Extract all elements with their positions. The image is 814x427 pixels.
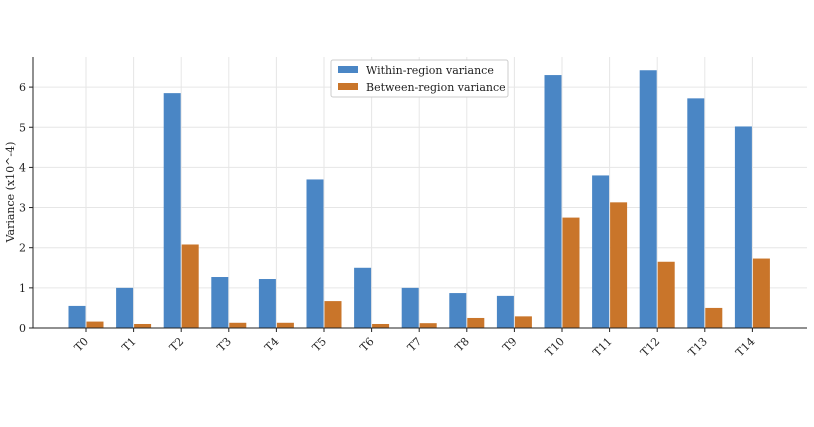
x-tick-label: T9 [500,335,519,354]
bar-between-region [467,317,485,328]
legend-swatch-within [338,66,358,73]
x-tick-label: T2 [167,335,186,354]
legend-label-within: Within-region variance [366,64,494,77]
bar-within-region [306,179,324,328]
legend-box [330,59,509,98]
x-tick-label: T5 [310,335,329,354]
bar-between-region [372,323,390,328]
y-tick-label: 5 [19,121,26,134]
y-ticks: 0 1 2 3 4 5 6 [19,81,33,335]
bar-within-region [592,175,610,328]
bar-within-region [163,93,181,328]
y-tick-label: 3 [19,202,26,215]
y-tick-label: 2 [19,242,26,255]
bar-between-region [514,316,532,328]
legend-label-between: Between-region variance [366,81,506,94]
y-tick-label: 0 [19,322,26,335]
bar-between-region [610,202,628,328]
bar-between-region [181,244,199,328]
legend-swatch-between [338,83,358,90]
x-tick-label: T4 [262,335,281,354]
y-axis-label: Variance (x10^-4) [4,142,17,244]
bar-between-region [562,217,580,328]
x-tick-label: T7 [405,335,424,354]
x-tick-label: T6 [357,335,376,354]
x-ticks: T0 T1 T2 T3 T4 T5 T6 T7 T8 T9 T10 T11 T12 T13 T14 [72,328,758,359]
bar-within-region [68,305,86,328]
x-tick-label: T3 [215,335,234,354]
x-tick-label: T8 [453,335,472,354]
bar-between-region [229,322,247,328]
bar-between-region [705,307,723,328]
x-tick-label: T11 [590,335,614,359]
bar-within-region [258,279,276,328]
bar-between-region [276,322,294,328]
y-tick-label: 4 [19,161,26,174]
bar-within-region [211,277,229,328]
bar-within-region [496,295,514,328]
bar-between-region [324,301,342,328]
bar-within-region [354,267,372,328]
grid-lines [33,57,807,329]
bar-within-region [734,126,752,328]
x-tick-label: T12 [638,335,662,359]
bar-within-region [639,70,657,328]
bar-between-region [134,323,152,328]
bar-between-region [419,323,437,328]
axes [32,57,807,329]
y-tick-label: 1 [19,282,26,295]
x-tick-label: T0 [72,335,91,354]
legend: Within-region variance Between-region va… [330,59,509,98]
x-tick-label: T10 [543,335,567,359]
bars [68,70,770,328]
x-tick-label: T13 [686,335,710,359]
x-tick-label: T14 [733,335,757,359]
bar-within-region [544,75,562,328]
bar-within-region [116,287,134,328]
bar-between-region [86,321,104,328]
bar-between-region [657,261,675,328]
bar-within-region [401,287,419,328]
x-tick-label: T1 [119,335,138,354]
bar-within-region [449,293,467,328]
bar-between-region [752,258,770,328]
bar-within-region [687,98,705,328]
y-tick-label: 6 [19,81,26,94]
